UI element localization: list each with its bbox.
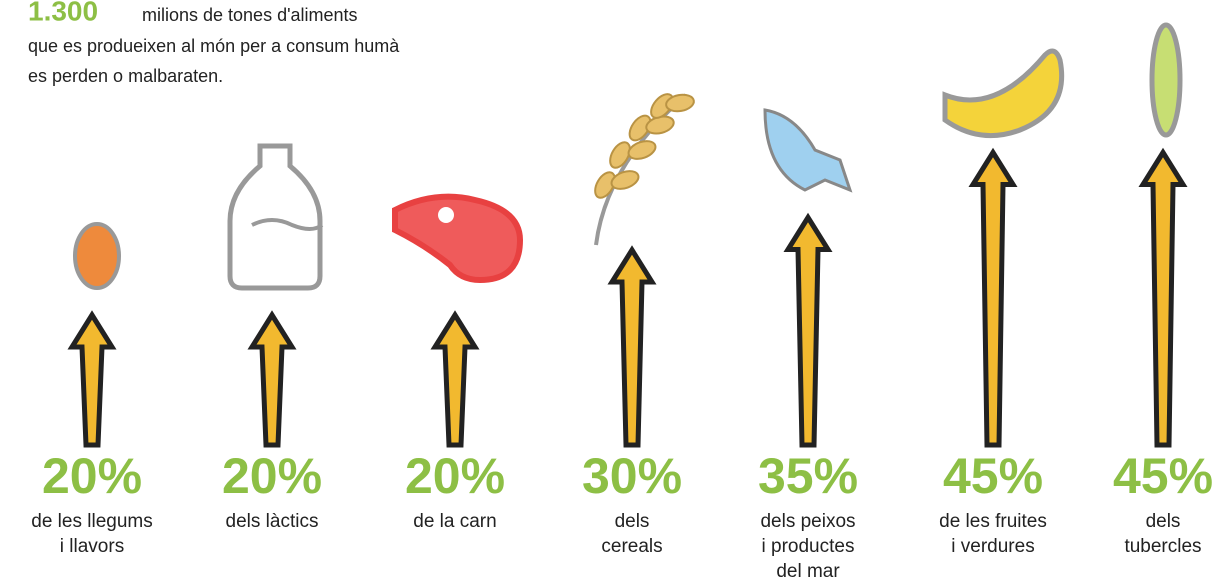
arrow xyxy=(607,245,657,448)
value-label: 20% xyxy=(405,448,505,504)
meat-bone xyxy=(438,207,454,223)
value-label: 35% xyxy=(758,448,858,504)
category-label: dels xyxy=(1146,511,1181,532)
title: 1.300 milions de tones d'aliments que es… xyxy=(28,0,400,86)
meat-icon xyxy=(392,193,524,284)
arrow xyxy=(1138,147,1188,448)
title-highlight: 1.300 xyxy=(28,0,98,26)
title-line: que es produeixen al món per a consum hu… xyxy=(28,36,400,56)
milk-icon xyxy=(227,143,323,291)
tuber-icon xyxy=(1149,22,1183,138)
value-label: 20% xyxy=(42,448,142,504)
title-line: es perden o malbaraten. xyxy=(28,66,223,86)
category-label: i verdures xyxy=(951,536,1034,557)
category-label: del mar xyxy=(776,561,840,580)
almond-icon xyxy=(73,222,121,290)
icons xyxy=(73,22,1183,291)
value-label: 45% xyxy=(1113,448,1213,504)
value-label: 30% xyxy=(582,448,682,504)
category-label: de les fruites xyxy=(939,511,1047,532)
category-label: cereals xyxy=(601,536,662,557)
title-line: milions de tones d'aliments xyxy=(142,5,358,25)
category-label: i llavors xyxy=(60,536,124,557)
arrow xyxy=(247,310,297,448)
fish-icon xyxy=(763,108,853,193)
category-label: tubercles xyxy=(1124,536,1201,557)
category-label: de la carn xyxy=(413,511,496,532)
value-label: 20% xyxy=(222,448,322,504)
category-label: dels làctics xyxy=(226,511,319,532)
category-label: dels peixos xyxy=(760,511,855,532)
arrow xyxy=(783,212,833,448)
category-label: de les llegums xyxy=(31,511,152,532)
wheat-grains xyxy=(594,93,695,199)
category-label: dels xyxy=(615,511,650,532)
arrow xyxy=(430,310,480,448)
value-label: 45% xyxy=(943,448,1043,504)
arrow xyxy=(67,310,117,448)
category-label: i productes xyxy=(762,536,855,557)
banana-icon xyxy=(942,48,1065,139)
arrow xyxy=(968,147,1018,448)
milk-line xyxy=(251,218,324,231)
